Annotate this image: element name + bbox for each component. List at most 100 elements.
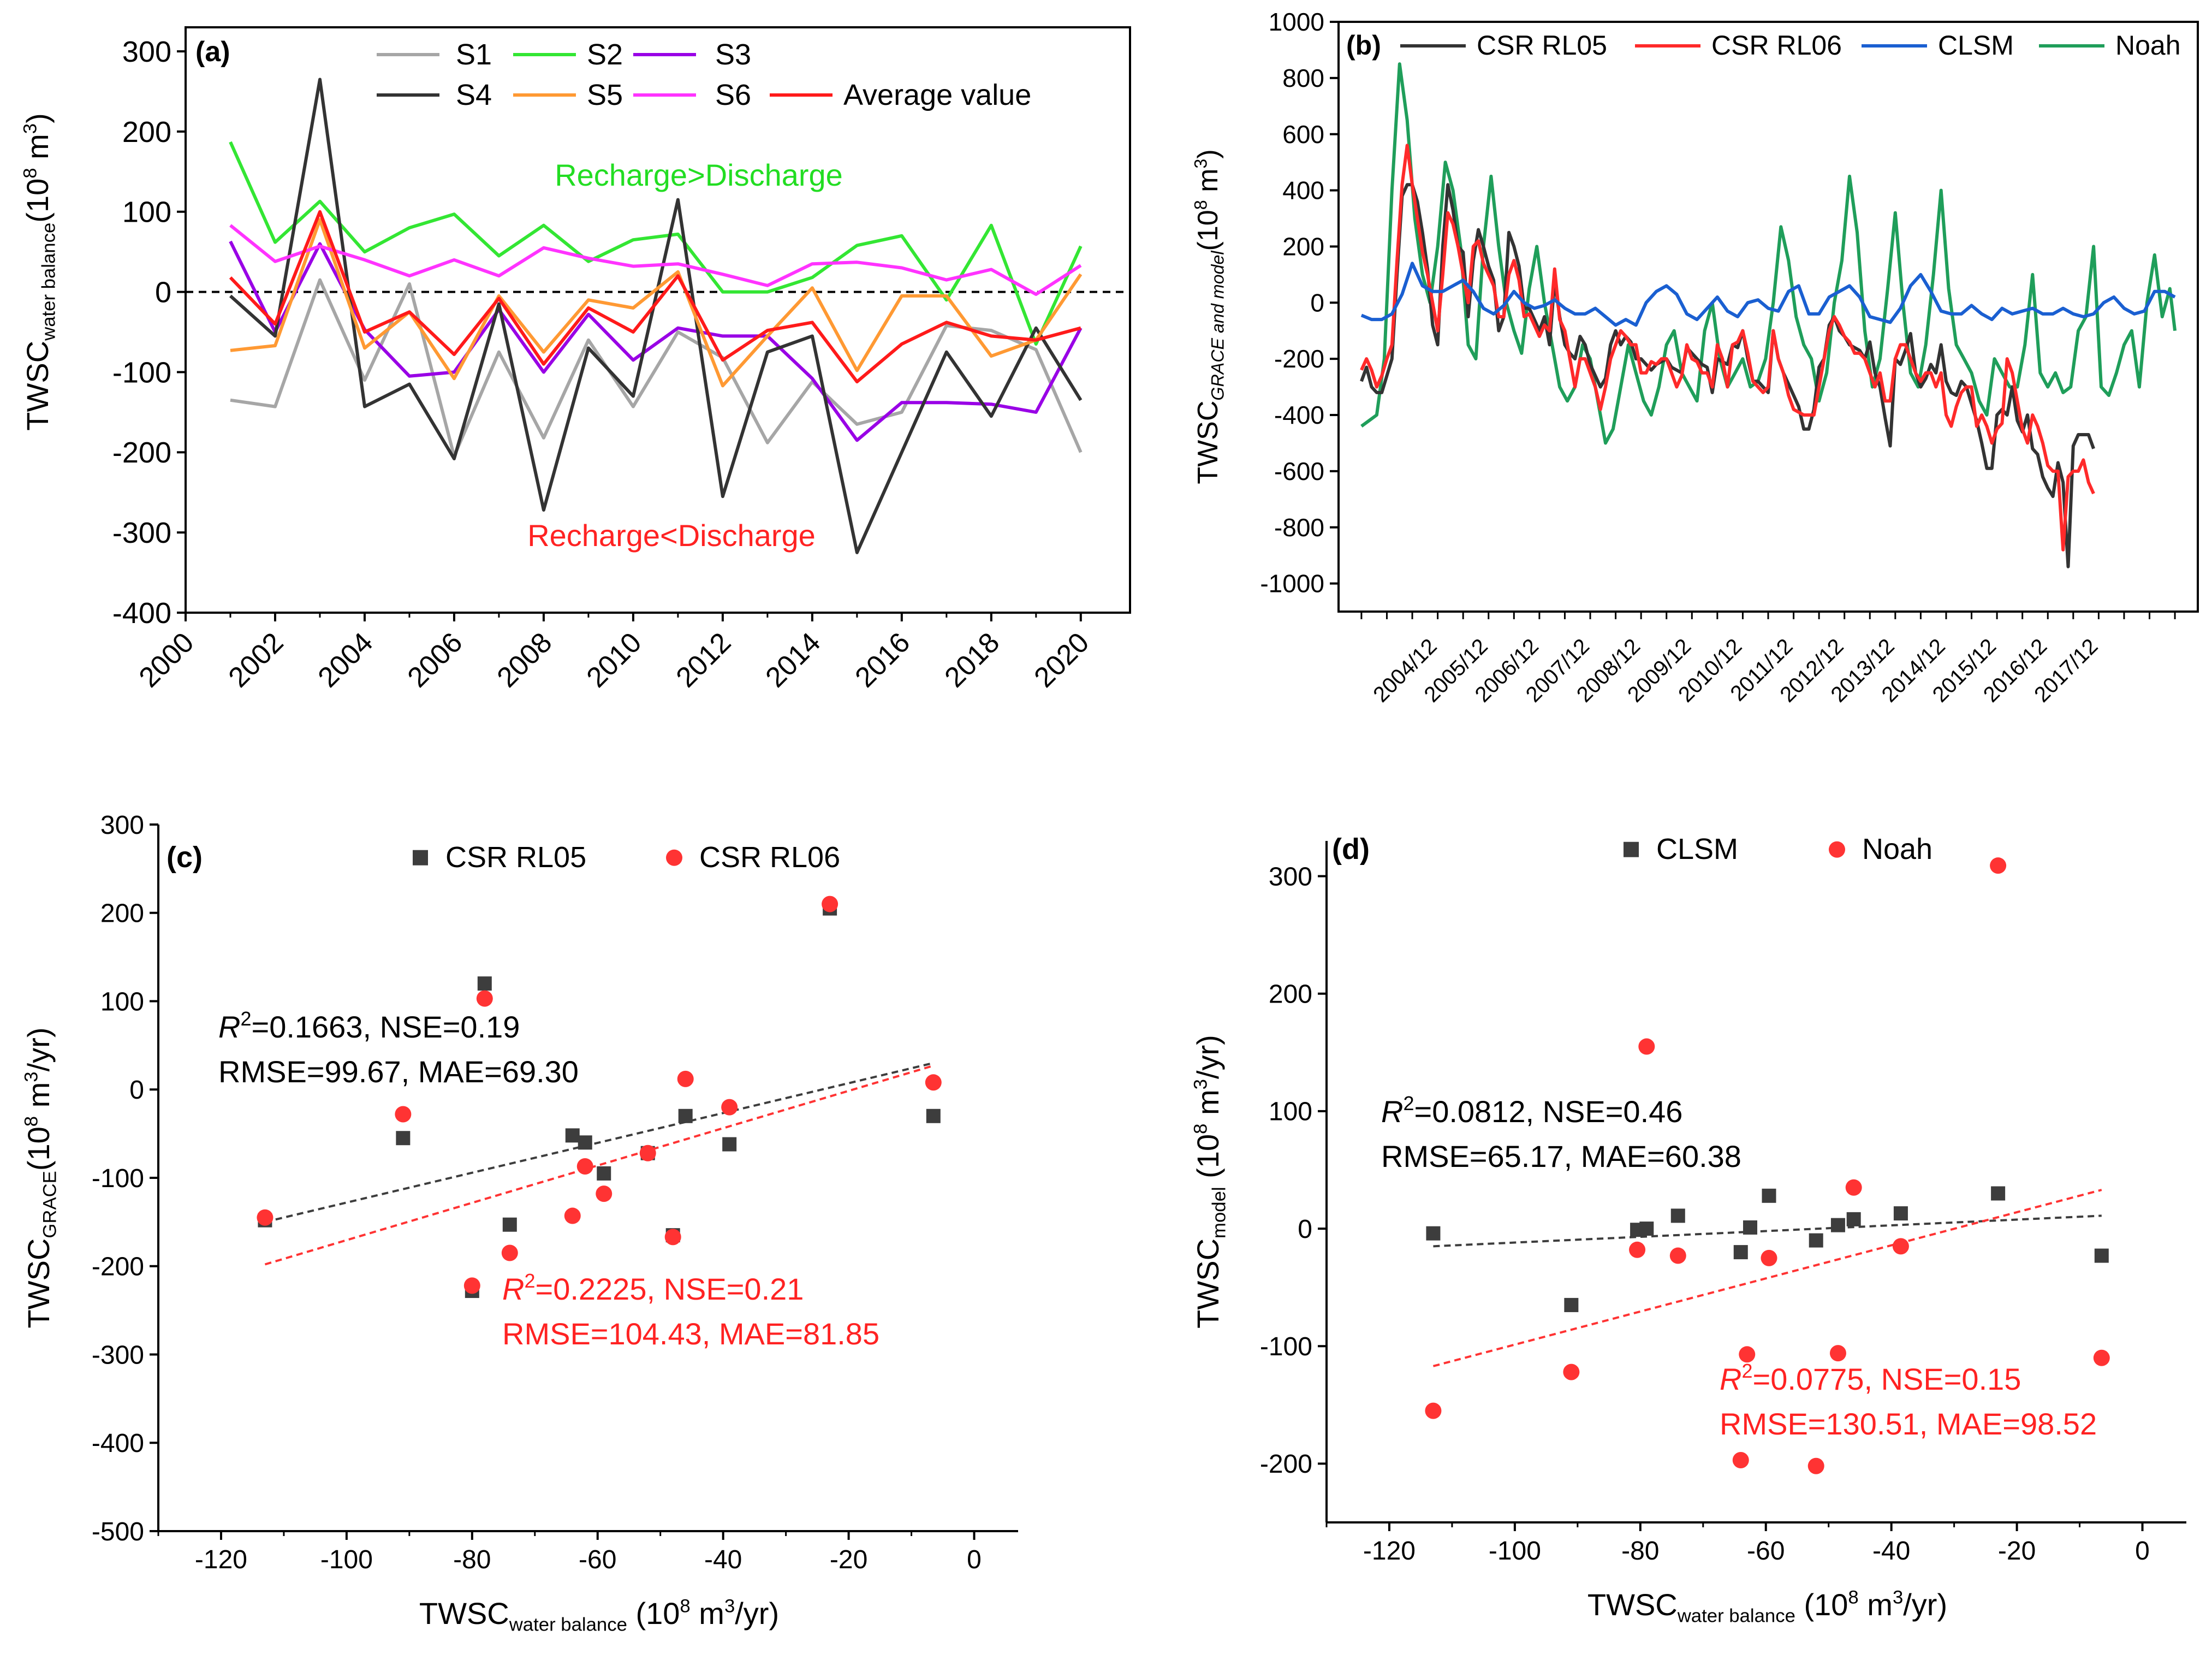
stats-rmse-csr-rl06: RMSE=104.43, MAE=81.85 [502, 1317, 879, 1351]
y-tick-label: 0 [1298, 1215, 1312, 1244]
y-tick-label: 1000 [1269, 8, 1324, 36]
x-tick-label: -120 [195, 1545, 247, 1574]
y-axis-label-unit-pre: (10 [20, 179, 55, 223]
x-tick-label: -20 [830, 1545, 867, 1574]
panel-d-x-axis-label-main: TWSC [1587, 1587, 1678, 1622]
x-tick-label: 2012 [670, 626, 738, 693]
y-tick-label: -600 [1274, 457, 1324, 485]
y-tick-label: 300 [122, 35, 171, 68]
panel-c-y-axis-label-unit-post: /yr) [21, 1028, 56, 1072]
series-line-noah [1360, 62, 2177, 445]
stats-rmse-csr-rl05: RMSE=99.67, MAE=69.30 [218, 1054, 579, 1089]
y-tick-label: 600 [1282, 120, 1324, 149]
point-csr-rl06 [596, 1185, 613, 1202]
y-axis-label-unit-exp: 8 [1191, 200, 1210, 210]
stats-r2-clsm: R2=0.0812, NSE=0.46 [1381, 1092, 1682, 1129]
x-tick-label: 2020 [1028, 626, 1095, 693]
y-tick-label: -300 [112, 517, 171, 549]
point-noah [1629, 1241, 1646, 1258]
panel-c-x-axis-label-unit-post: /yr) [735, 1596, 779, 1631]
panel-c-y-axis-label-sub: GRACE [39, 1171, 60, 1238]
x-tick-label: 2018 [938, 626, 1006, 693]
point-csr-rl06 [576, 1158, 593, 1175]
point-clsm [1426, 1226, 1441, 1241]
legend-clsm-label: CLSM [1938, 30, 2014, 61]
series-line-s1 [230, 278, 1083, 458]
series-line-s3 [229, 240, 1083, 442]
x-tick-label: 0 [967, 1545, 982, 1574]
point-csr-rl06 [463, 1277, 480, 1294]
y-axis-label: TWSCGRACE and model(108 m3) [1191, 149, 1227, 484]
panel-c-y-axis-label-unit-exp2: 3 [21, 1071, 42, 1082]
y-tick-label: 100 [100, 987, 144, 1016]
stats-r2-text: =0.2225, NSE=0.21 [535, 1272, 804, 1306]
panel-c-x-axis-label-unit-pre: (10 [627, 1596, 680, 1631]
y-tick-label: -100 [1260, 1332, 1312, 1361]
panel-c-y-axis-label-unit-mid: m [21, 1082, 56, 1116]
panel-c-y-axis-label-main: TWSC [21, 1238, 56, 1329]
point-noah [1669, 1247, 1686, 1264]
point-clsm [1639, 1222, 1654, 1236]
legend-csr-rl06-label: CSR RL06 [699, 841, 840, 874]
x-tick-label: -100 [1489, 1537, 1541, 1566]
y-tick-label: 800 [1282, 64, 1324, 92]
point-clsm [1670, 1208, 1685, 1223]
panel-a-frame [185, 26, 1131, 614]
x-tick-label: -40 [1872, 1537, 1910, 1566]
x-tick-label: -100 [320, 1545, 373, 1574]
y-tick-label: -500 [92, 1517, 144, 1546]
series-line-s2 [229, 141, 1083, 346]
panel-c-x-axis-label-main: TWSC [419, 1596, 509, 1631]
x-tick-label: -120 [1363, 1537, 1416, 1566]
x-tick-label: 2010 [581, 626, 648, 693]
point-clsm [2094, 1248, 2109, 1263]
y-tick-label: 200 [100, 899, 144, 928]
point-noah [1761, 1249, 1777, 1266]
series-line-csr-rl05 [1360, 183, 2095, 568]
point-csr-rl06 [639, 1145, 656, 1161]
y-tick-label: -800 [1274, 513, 1324, 542]
fit-line-csr-rl05 [264, 1062, 934, 1223]
point-noah [1990, 857, 2007, 874]
y-tick-label: 0 [155, 276, 171, 309]
point-clsm [1809, 1233, 1823, 1248]
y-tick-label: 300 [100, 811, 144, 840]
stats-r2-text: =0.0812, NSE=0.46 [1414, 1094, 1682, 1129]
y-tick-label: 0 [1310, 288, 1324, 317]
y-tick-label: 0 [129, 1076, 144, 1105]
legend-s2-label: S2 [587, 38, 623, 71]
stats-rmse-noah: RMSE=130.51, MAE=98.52 [1720, 1407, 2097, 1441]
point-csr-rl06 [664, 1229, 681, 1246]
point-csr-rl06 [257, 1209, 273, 1226]
y-axis-label-sub: GRACE and model [1208, 251, 1227, 401]
point-csr-rl06 [395, 1106, 412, 1123]
y-tick-label: 100 [122, 196, 171, 229]
y-tick-label: -400 [1274, 401, 1324, 429]
y-axis-label-unit-pre: (10 [1192, 210, 1224, 251]
y-tick-label: -200 [1274, 345, 1324, 373]
point-csr-rl06 [721, 1099, 738, 1116]
fit-line-noah [1432, 1189, 2102, 1367]
legend-noah-label: Noah [2115, 30, 2181, 61]
stats-r-symbol: R [1381, 1094, 1403, 1129]
panel-tag: (a) [195, 36, 230, 68]
panel-d-y-axis-label-unit-exp: 8 [1191, 1124, 1211, 1134]
point-noah [1425, 1402, 1442, 1419]
legend-s3-label: S3 [715, 38, 751, 71]
point-noah [2093, 1349, 2110, 1366]
point-clsm [1762, 1188, 1776, 1203]
y-tick-label: 100 [1269, 1098, 1312, 1127]
point-clsm [1893, 1206, 1908, 1221]
y-tick-label: -200 [1260, 1450, 1312, 1479]
x-tick-label: 0 [2135, 1537, 2150, 1566]
legend-s4-label: S4 [456, 79, 492, 111]
y-axis-label-main: TWSC [20, 341, 55, 431]
y-tick-label: -200 [112, 436, 171, 469]
stats-r-exp: 2 [1403, 1092, 1414, 1114]
panel-d-x-axis-label-unit-exp: 8 [1848, 1587, 1858, 1608]
panel-c-legend: CSR RL05 CSR RL06 [413, 841, 840, 874]
point-noah [1845, 1179, 1862, 1196]
panel-tag: (d) [1332, 833, 1370, 865]
y-axis-label-unit-post: ) [20, 113, 55, 123]
